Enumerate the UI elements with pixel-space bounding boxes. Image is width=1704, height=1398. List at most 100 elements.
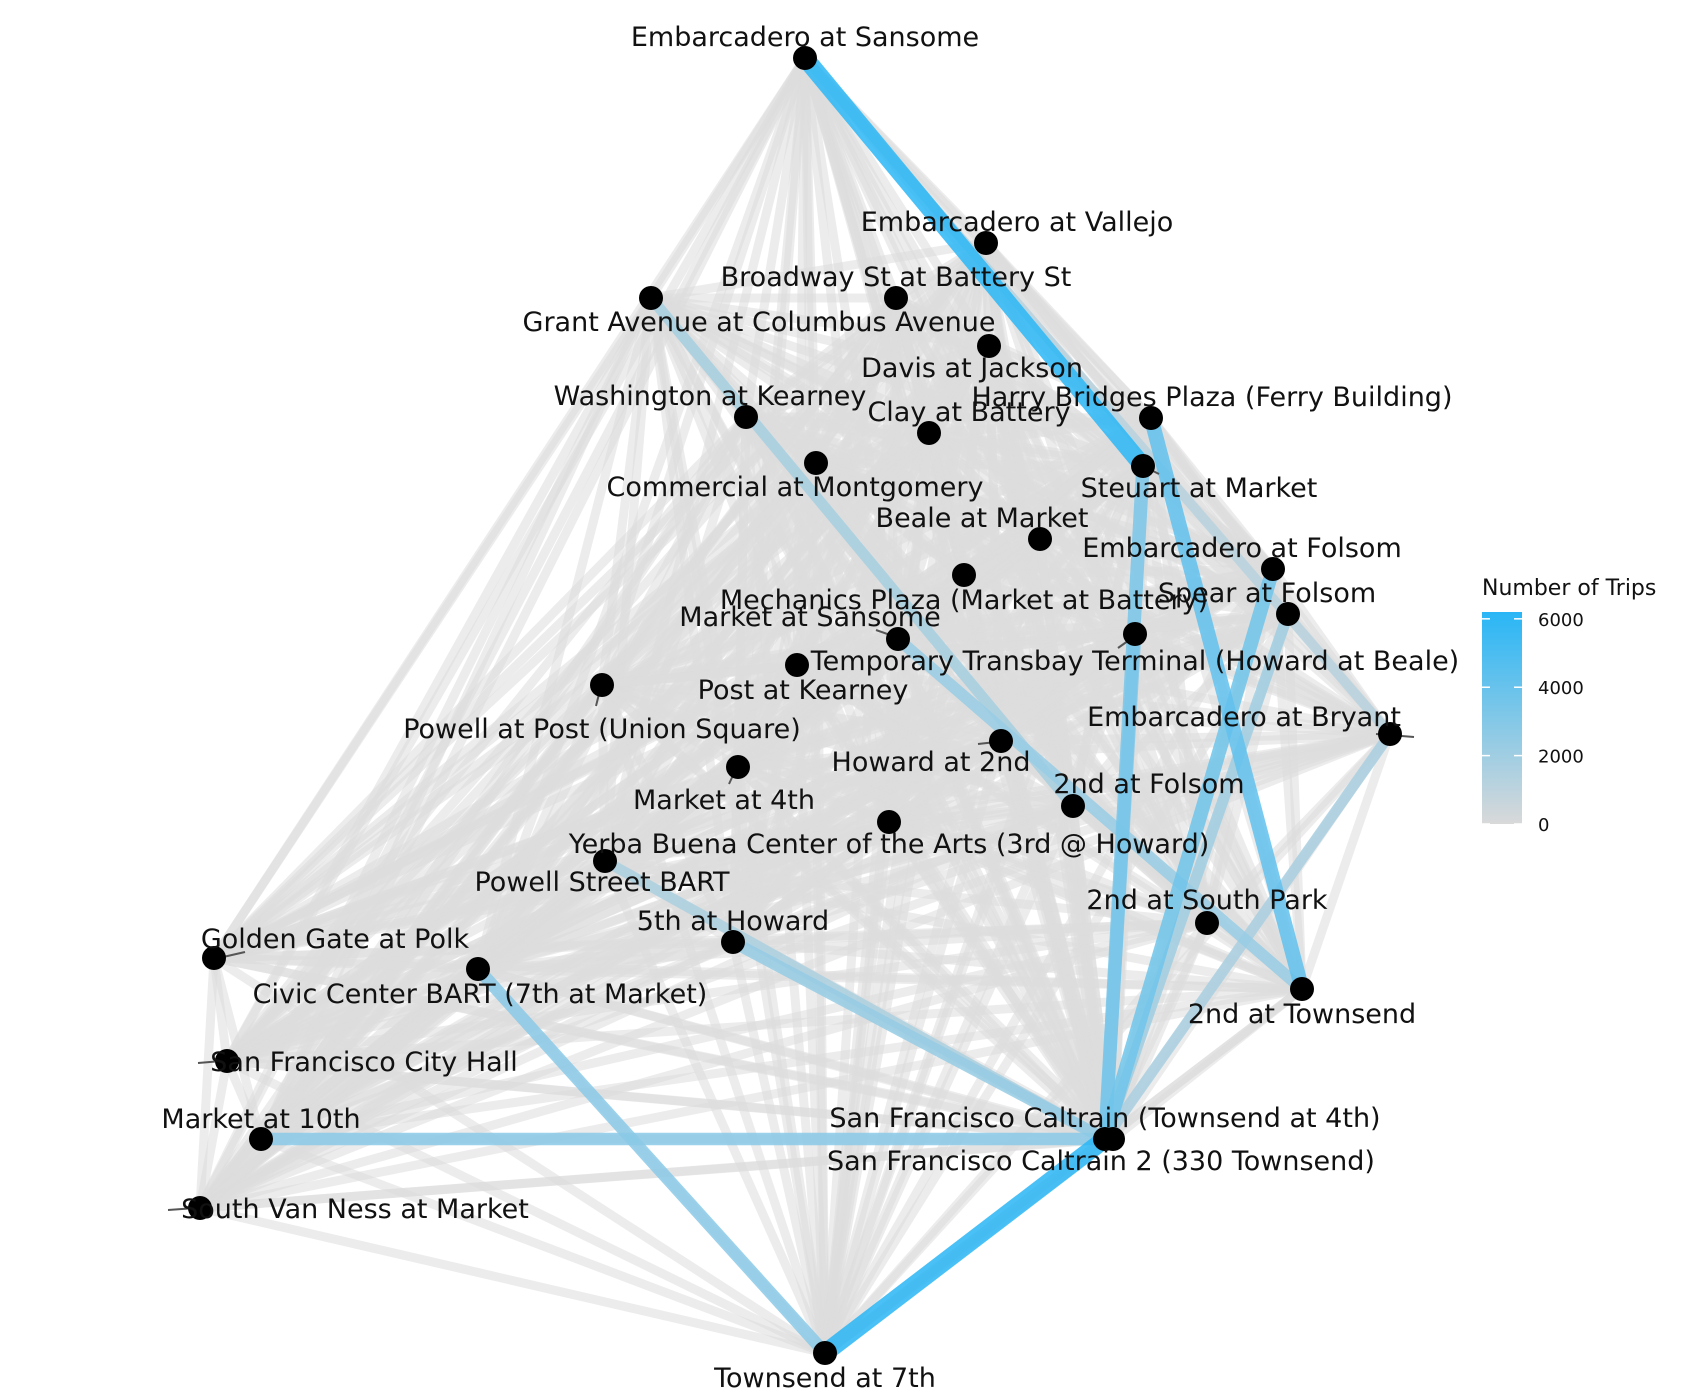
station-node-2nd-at-townsend	[1290, 977, 1314, 1001]
minor-trip-edge	[737, 729, 1391, 772]
trip-edge-steuart-at-market-to-san-francisco-caltrain-townsend-at-4th	[1098, 459, 1150, 1146]
minor-trip-edge	[963, 564, 1274, 580]
minor-trip-edge	[476, 964, 1115, 1144]
station-node-harry-bridges-plaza-ferry-building	[1139, 406, 1163, 430]
station-label-embarcadero-at-folsom: Embarcadero at Folsom	[1082, 533, 1402, 564]
station-node-townsend-at-7th	[813, 1341, 837, 1365]
station-label-market-at-4th: Market at 4th	[633, 785, 815, 816]
station-label-post-at-kearney: Post at Kearney	[698, 675, 909, 706]
station-node-2nd-at-south-park	[1195, 911, 1219, 935]
minor-trip-edge	[213, 953, 1114, 1144]
minor-trip-edge	[195, 1060, 232, 1209]
minor-trip-edge	[225, 1056, 827, 1358]
trip-edges	[195, 49, 1396, 1362]
minor-trip-edge	[197, 937, 736, 1213]
minor-trip-edge	[477, 918, 1208, 974]
station-label-embarcadero-at-bryant: Embarcadero at Bryant	[1087, 702, 1401, 733]
legend-tick-label: 6000	[1538, 610, 1584, 631]
minor-trip-edge	[734, 763, 1117, 1143]
minor-trip-edge	[212, 762, 740, 963]
minor-trip-edge	[600, 680, 1075, 811]
legend-title: Number of Trips	[1482, 576, 1656, 601]
station-node-embarcadero-at-sansome	[793, 46, 817, 70]
minor-trip-edge	[649, 293, 1145, 471]
station-node-washington-at-kearney	[734, 405, 758, 429]
station-node-mechanics-plaza-market-at-battery	[952, 563, 976, 587]
trip-edge-embarcadero-at-sansome-to-steuart-at-market	[796, 49, 1152, 475]
legend-colorbar	[1482, 612, 1522, 824]
legend: Number of Trips 6000 4000 2000 0	[1482, 576, 1656, 836]
legend-tick-label: 4000	[1538, 678, 1584, 699]
station-node-beale-at-market	[1028, 527, 1052, 551]
minor-trip-edge	[211, 681, 605, 962]
minor-trip-edge	[650, 238, 987, 303]
station-label-steuart-at-market: Steuart at Market	[1081, 473, 1318, 504]
minor-trip-edge	[649, 293, 1153, 423]
station-node-market-at-sansome	[886, 627, 910, 651]
minor-trip-edge	[597, 683, 830, 1355]
station-label-yerba-buena-center-of-the-arts-3rd-howard: Yerba Buena Center of the Arts (3rd @ Ho…	[568, 829, 1210, 860]
minor-trip-edge	[650, 293, 990, 351]
station-node-powell-street-bart	[593, 849, 617, 873]
trip-edge-civic-center-bart-7th-at-market-to-townsend-at-7th	[471, 962, 832, 1360]
station-label-powell-at-post-union-square: Powell at Post (Union Square)	[403, 714, 801, 745]
legend-tick-label: 2000	[1538, 747, 1584, 768]
minor-trip-edge	[737, 762, 1074, 811]
minor-trip-edge	[963, 570, 1289, 619]
station-node-davis-at-jackson	[977, 334, 1001, 358]
station-label-commercial-at-montgomery: Commercial at Montgomery	[607, 472, 984, 503]
station-label-2nd-at-townsend: 2nd at Townsend	[1188, 999, 1416, 1030]
minor-trip-edge	[815, 458, 1144, 471]
minor-trip-edge	[222, 1059, 266, 1141]
station-label-temporary-transbay-terminal-howard-at-beale: Temporary Transbay Terminal (Howard at B…	[810, 646, 1459, 677]
minor-trip-edge	[259, 1134, 827, 1358]
station-label-golden-gate-at-polk: Golden Gate at Polk	[201, 924, 470, 955]
minor-trip-edge	[198, 1203, 827, 1358]
minor-trip-edge	[211, 459, 819, 962]
minor-trip-edge	[1283, 613, 1307, 990]
station-label-mechanics-plaza-market-at-battery: Mechanics Plaza (Market at Battery)	[720, 585, 1208, 616]
minor-trip-edge	[196, 682, 606, 1211]
station-label-2nd-at-folsom: 2nd at Folsom	[1053, 769, 1244, 800]
minor-trip-edge	[928, 428, 1144, 471]
minor-trip-edge	[604, 856, 1208, 928]
station-node-steuart-at-market	[1131, 454, 1155, 478]
minor-trip-edge	[728, 941, 830, 1354]
trip-edge-grant-avenue-at-columbus-avenue-to-2nd-at-folsom	[645, 292, 1079, 812]
station-label-san-francisco-caltrain-townsend-at-4th: San Francisco Caltrain (Townsend at 4th)	[829, 1103, 1380, 1134]
station-node-broadway-st-at-battery-st	[884, 286, 908, 310]
station-label-2nd-at-south-park: 2nd at South Park	[1086, 885, 1327, 916]
minor-trip-edge	[210, 413, 750, 962]
minor-trip-edge	[1039, 534, 1274, 574]
minor-trip-edge	[601, 660, 798, 690]
station-node-temporary-transbay-terminal-howard-at-beale	[1123, 622, 1147, 646]
station-node-yerba-buena-center-of-the-arts-3rd-howard	[877, 810, 901, 834]
station-node-spear-at-folsom	[1276, 602, 1300, 626]
station-label-beale-at-market: Beale at Market	[876, 503, 1089, 534]
minor-trip-edge	[744, 341, 991, 422]
station-node-powell-at-post-union-square	[590, 673, 614, 697]
station-label-clay-at-battery: Clay at Battery	[867, 397, 1070, 428]
minor-trip-edge	[601, 680, 1002, 746]
station-label-broadway-st-at-battery-st: Broadway St at Battery St	[721, 262, 1072, 293]
station-label-howard-at-2nd: Howard at 2nd	[832, 747, 1031, 778]
minor-trip-edge	[225, 964, 480, 1066]
station-label-san-francisco-caltrain-2-330-townsend: San Francisco Caltrain 2 (330 Townsend)	[827, 1146, 1375, 1177]
station-node-san-francisco-caltrain-2-330-townsend	[1101, 1127, 1125, 1151]
minor-trip-edge	[732, 937, 1303, 994]
minor-trip-edge	[197, 965, 481, 1212]
minor-trip-edge	[600, 461, 1145, 690]
minor-trip-edge	[477, 964, 1303, 994]
minor-trip-edge	[223, 681, 606, 1065]
minor-trip-edge	[212, 856, 607, 963]
station-node-howard-at-2nd	[989, 729, 1013, 753]
minor-trip-edge	[226, 984, 1303, 1066]
minor-trip-edge	[213, 937, 734, 963]
minor-trip-edge	[209, 956, 266, 1141]
minor-trip-edge	[225, 937, 735, 1066]
minor-trip-edge	[813, 459, 967, 579]
station-label-embarcadero-at-sansome: Embarcadero at Sansome	[631, 22, 979, 53]
station-node-south-van-ness-at-market	[188, 1196, 212, 1220]
station-label-harry-bridges-plaza-ferry-building: Harry Bridges Plaza (Ferry Building)	[972, 382, 1453, 413]
